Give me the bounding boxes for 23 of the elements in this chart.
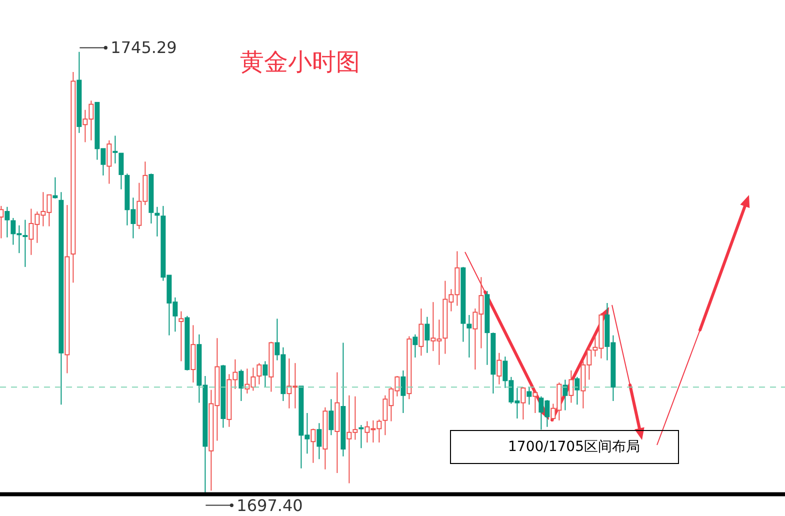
candlestick <box>76 52 82 134</box>
candlestick <box>568 370 574 404</box>
candlestick <box>58 192 64 406</box>
candlestick <box>328 398 334 436</box>
annotation: 1700/1705区间布局 <box>450 430 679 464</box>
candlestick <box>334 372 340 474</box>
candlestick <box>340 342 346 457</box>
annotation: 1745.29 <box>110 38 177 58</box>
candlestick <box>400 370 406 414</box>
candlestick <box>22 219 28 268</box>
candlestick <box>154 206 160 237</box>
candlestick <box>316 422 322 460</box>
candlestick <box>562 379 568 411</box>
candlestick <box>70 71 76 284</box>
candlestick <box>418 308 424 356</box>
candlestick <box>190 324 196 383</box>
candlestick <box>64 204 70 374</box>
candlestick <box>496 352 502 385</box>
chart-title: 黄金小时图 <box>240 47 360 78</box>
candlestick <box>262 360 268 388</box>
candlestick <box>112 135 118 164</box>
text: 1697.40 <box>236 496 303 515</box>
candlestick <box>358 424 364 449</box>
